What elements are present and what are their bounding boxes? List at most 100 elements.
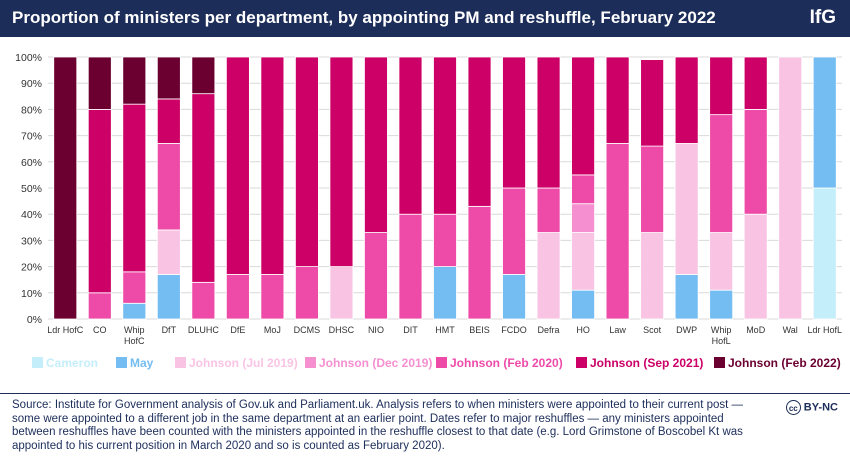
x-tick-label: DHSC	[329, 325, 355, 335]
bar-segment	[571, 289, 595, 320]
bar-segment	[536, 187, 561, 233]
bar-segment	[156, 56, 181, 100]
bar-segment	[87, 292, 112, 320]
bar-segment	[260, 56, 285, 275]
legend-item: Johnson (Feb 2020)	[436, 356, 563, 370]
bar-segment	[156, 98, 181, 144]
x-tick-label: NIO	[368, 325, 384, 335]
x-tick-label: DLUHC	[188, 325, 220, 335]
bar-segment	[191, 56, 216, 95]
bar-segment	[640, 232, 665, 320]
bar-segment	[709, 232, 734, 291]
bar-segment	[433, 56, 457, 215]
bar-segment	[467, 205, 492, 320]
legend-swatch	[305, 357, 316, 368]
x-tick-label: MoD	[746, 325, 766, 335]
bar-segment	[571, 203, 595, 233]
bar-segment	[536, 56, 561, 189]
legend-label: May	[130, 356, 154, 370]
chart-title: Proportion of ministers per department, …	[12, 8, 716, 27]
bar-segment	[191, 93, 216, 283]
bar-segment	[225, 56, 250, 275]
bar-segment	[674, 143, 699, 275]
legend-item: Johnson (Jul 2019)	[175, 356, 298, 370]
bar-segment	[502, 56, 526, 189]
bar-segment	[225, 274, 250, 320]
y-tick-label: 100%	[15, 52, 42, 64]
bar-segment	[502, 274, 526, 320]
legend-swatch	[32, 357, 43, 368]
x-tick-label: HofC	[124, 336, 145, 346]
legend-item: Cameron	[32, 356, 98, 370]
x-tick-label: HMT	[435, 325, 455, 335]
y-tick-label: 0%	[27, 314, 42, 326]
bar-segment	[502, 187, 526, 275]
bar-segment	[709, 114, 734, 233]
bar-segment	[156, 229, 181, 275]
bar-segment	[87, 56, 112, 110]
legend-label: Johnson (Dec 2019)	[319, 356, 433, 370]
bar-segment	[812, 187, 837, 320]
x-tick-label: DfT	[162, 325, 177, 335]
x-tick-label: Ldr HofL	[807, 325, 842, 335]
bar-segment	[709, 56, 734, 116]
bar-segment	[536, 232, 561, 320]
bar-segment	[571, 56, 595, 176]
chart-legend: Cameron May Johnson (Jul 2019) Johnson (Dec…	[0, 354, 850, 376]
license-text: BY-NC	[803, 401, 838, 414]
chart-area: 0% 10% 20% 30% 40% 50% 60% 70% 80% 90% 100% Ldr Hof…	[0, 37, 850, 392]
bar-segment	[122, 271, 147, 304]
y-tick-label: 60%	[21, 157, 42, 169]
bar-segment	[364, 56, 388, 233]
x-tick-label: Whip	[124, 325, 145, 335]
legend-item: Johnson (Sep 2021)	[576, 356, 703, 370]
bar-segment	[156, 274, 181, 320]
stacked-bar-chart: 0% 10% 20% 30% 40% 50% 60% 70% 80% 90% 100% Ldr Hof…	[15, 52, 842, 346]
bar-segment	[398, 56, 423, 215]
legend-label: Johnson (Feb 2022)	[728, 356, 841, 370]
bar-segment	[122, 302, 147, 320]
bar-segment	[295, 56, 319, 268]
x-tick-label: Whip	[711, 325, 732, 335]
chart-header: Proportion of ministers per department, …	[0, 0, 850, 37]
license-badge: cc BY-NC	[785, 400, 838, 415]
x-tick-label: Defra	[538, 325, 560, 335]
bar-segment	[743, 109, 768, 215]
bar-segment	[467, 56, 492, 207]
bar-segment	[53, 56, 78, 320]
bar-segment	[743, 213, 768, 320]
x-tick-label: Law	[609, 325, 626, 335]
bar-segment	[571, 232, 595, 291]
bar-segment	[743, 56, 768, 110]
x-tick-label: DWP	[676, 325, 697, 335]
bar-segment	[812, 56, 837, 189]
x-tick-label: Scot	[643, 325, 662, 335]
y-tick-label: 20%	[21, 262, 42, 274]
bar-segment	[709, 289, 734, 320]
legend-swatch	[436, 357, 447, 368]
bar-segment	[295, 266, 319, 320]
legend-swatch	[175, 357, 186, 368]
bar-segment	[191, 281, 216, 320]
bar-segment	[122, 56, 147, 105]
x-tick-label: HofL	[712, 336, 731, 346]
bar-segment	[674, 56, 699, 144]
bar-segment	[605, 56, 630, 144]
x-tick-label: FCDO	[501, 325, 527, 335]
y-tick-label: 80%	[21, 104, 42, 116]
bar-segment	[364, 232, 388, 320]
bar-segment	[640, 145, 665, 233]
bar-segment	[329, 266, 354, 320]
legend-label: Johnson (Sep 2021)	[590, 356, 704, 370]
bar-segment	[433, 213, 457, 267]
legend-swatch	[576, 357, 587, 368]
legend-item: May	[116, 356, 153, 370]
legend-swatch	[714, 357, 725, 368]
x-tick-label: Ldr HofC	[47, 325, 84, 335]
bar-segment	[260, 274, 285, 320]
legend-item: Johnson (Dec 2019)	[305, 356, 432, 370]
x-tick-label: DfE	[230, 325, 245, 335]
bar-segment	[122, 103, 147, 273]
bar-segment	[571, 174, 595, 205]
y-tick-label: 40%	[21, 209, 42, 221]
